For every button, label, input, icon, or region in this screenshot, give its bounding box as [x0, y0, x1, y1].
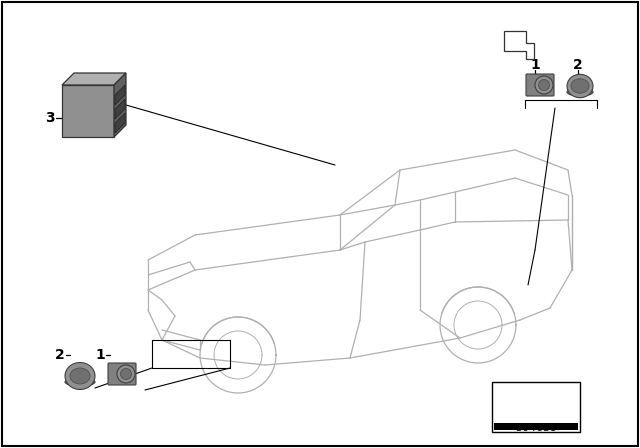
Polygon shape: [62, 85, 114, 137]
Bar: [492, 382, 580, 432]
Ellipse shape: [65, 378, 95, 386]
Ellipse shape: [571, 79, 589, 93]
Text: 3: 3: [45, 111, 55, 125]
Text: 504659: 504659: [515, 423, 557, 433]
Polygon shape: [62, 73, 126, 85]
Ellipse shape: [535, 76, 553, 94]
Text: 1: 1: [530, 58, 540, 72]
Ellipse shape: [538, 79, 550, 90]
FancyBboxPatch shape: [108, 363, 136, 385]
FancyBboxPatch shape: [526, 74, 554, 96]
Ellipse shape: [567, 88, 593, 96]
Ellipse shape: [117, 365, 135, 383]
Text: 2: 2: [55, 348, 65, 362]
Ellipse shape: [567, 74, 593, 98]
Polygon shape: [114, 73, 126, 137]
Text: 1: 1: [95, 348, 105, 362]
Text: 2: 2: [573, 58, 583, 72]
Ellipse shape: [65, 362, 95, 389]
Bar: [494, 423, 578, 430]
Ellipse shape: [70, 368, 90, 384]
Ellipse shape: [120, 369, 131, 379]
Polygon shape: [115, 99, 125, 119]
Polygon shape: [115, 85, 125, 105]
Polygon shape: [115, 113, 125, 133]
